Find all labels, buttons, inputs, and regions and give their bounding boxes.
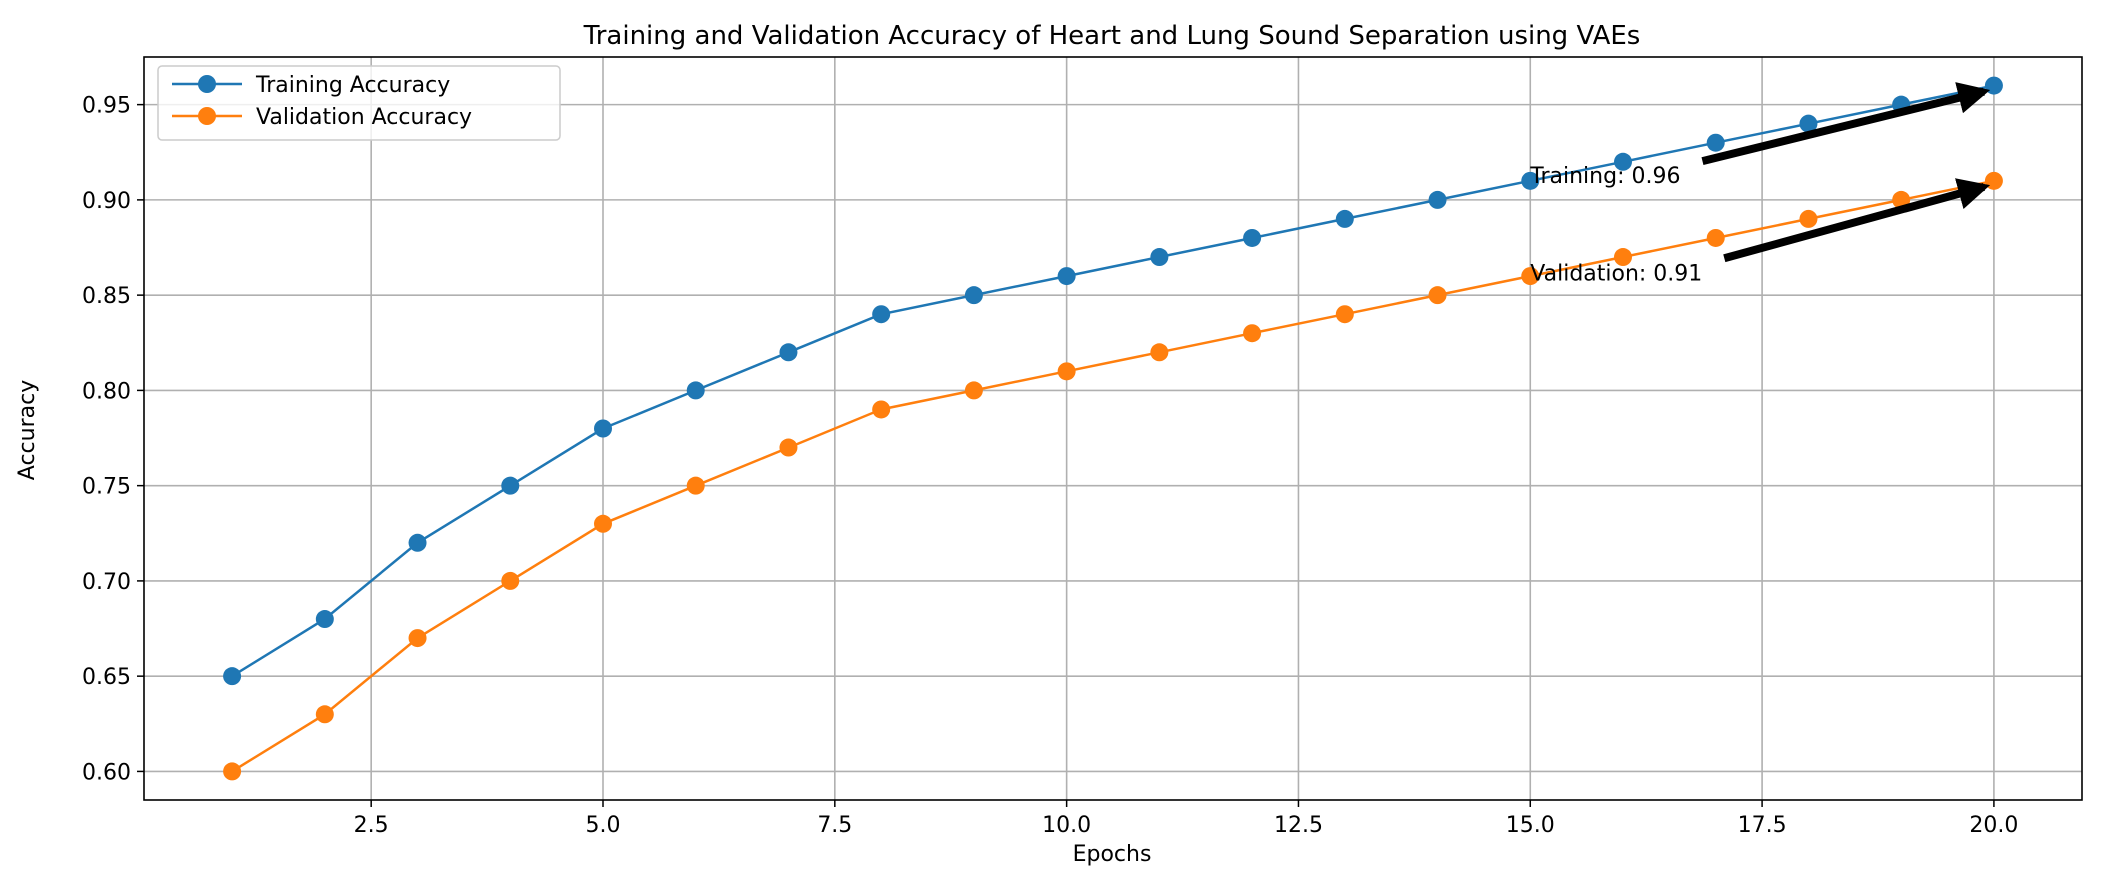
- validation-accuracy-point: [872, 400, 891, 419]
- training-accuracy-point: [964, 286, 983, 305]
- training-accuracy-point: [779, 343, 798, 362]
- annotation-arrow: [1701, 82, 1991, 166]
- y-tick-label: 0.60: [82, 760, 131, 785]
- training-accuracy-point: [1521, 171, 1540, 190]
- training-accuracy-point: [408, 533, 427, 552]
- training-accuracy-point: [1984, 76, 2003, 95]
- y-tick-label: 0.65: [82, 665, 131, 690]
- x-tick-label: 20.0: [1969, 813, 2018, 838]
- validation-accuracy-line: [231, 179, 1995, 773]
- training-accuracy-point: [1057, 267, 1076, 286]
- validation-accuracy-point: [1150, 343, 1169, 362]
- training-accuracy-point: [1335, 209, 1354, 228]
- training-accuracy-point: [315, 610, 334, 629]
- x-tick-label: 10.0: [1042, 813, 1091, 838]
- training-accuracy-point: [501, 476, 520, 495]
- validation-accuracy-point: [1521, 267, 1540, 286]
- x-tick-label: 2.5: [354, 813, 389, 838]
- legend-box: [157, 65, 561, 141]
- training-accuracy-point: [872, 305, 891, 324]
- annotations: Training: 0.96 Validation: 0.91: [1529, 82, 1991, 286]
- legend-training-marker: [198, 75, 216, 93]
- validation-accuracy-point: [1335, 305, 1354, 324]
- ticks: 2.5 5.0 7.5 10.0 12.5 15.0 17.5 20.0 0.60 0.65 0.7…: [82, 94, 2018, 838]
- training-accuracy-point: [223, 667, 242, 686]
- validation-accuracy-point: [315, 705, 334, 724]
- x-axis-label: Epochs: [1073, 842, 1152, 867]
- chart-title: Training and Validation Accuracy of Hear…: [583, 21, 1641, 51]
- validation-accuracy-point: [1799, 209, 1818, 228]
- y-tick-label: 0.85: [82, 284, 131, 309]
- validation-accuracy-point: [686, 476, 705, 495]
- training-accuracy-point: [1706, 133, 1725, 152]
- validation-accuracy-point: [1057, 362, 1076, 381]
- y-tick-label: 0.75: [82, 475, 131, 500]
- validation-accuracy-point: [1243, 324, 1262, 343]
- validation-accuracy-point: [408, 629, 427, 648]
- x-tick-label: 7.5: [817, 813, 852, 838]
- legend-validation-marker: [198, 107, 216, 125]
- annotation-label: Validation: 0.91: [1530, 261, 1702, 286]
- training-accuracy-point: [1428, 190, 1447, 209]
- validation-accuracy-point: [1706, 228, 1725, 247]
- validation-accuracy-point: [223, 762, 242, 781]
- y-axis-label: Accuracy: [15, 380, 40, 480]
- validation-accuracy-point: [964, 381, 983, 400]
- validation-accuracy-point: [779, 438, 798, 457]
- plot-frame: [143, 56, 2083, 801]
- x-tick-label: 15.0: [1506, 813, 1555, 838]
- validation-accuracy-point: [501, 571, 520, 590]
- training-accuracy-point: [1614, 152, 1632, 171]
- validation-accuracy-point: [594, 514, 612, 533]
- x-tick-label: 5.0: [586, 813, 621, 838]
- training-accuracy-point: [1799, 114, 1818, 133]
- validation-accuracy-point: [1984, 171, 2003, 190]
- training-accuracy-point: [1150, 248, 1169, 267]
- annotation-arrow: [1723, 178, 1991, 263]
- training-accuracy-point: [594, 419, 612, 438]
- training-accuracy-line: [231, 84, 1995, 678]
- legend-validation-label: Validation Accuracy: [256, 105, 472, 130]
- validation-accuracy-point: [1614, 248, 1632, 267]
- validation-accuracy-point: [1428, 286, 1447, 305]
- training-accuracy-point: [686, 381, 705, 400]
- y-tick-label: 0.70: [82, 570, 131, 595]
- annotation-label: Training: 0.96: [1529, 164, 1680, 189]
- legend: Training Accuracy Validation Accuracy: [157, 65, 561, 141]
- training-accuracy-point: [1243, 228, 1262, 247]
- x-tick-label: 12.5: [1274, 813, 1323, 838]
- x-tick-label: 17.5: [1738, 813, 1787, 838]
- series-layer: [223, 76, 2003, 781]
- y-tick-label: 0.95: [82, 94, 131, 119]
- legend-training-label: Training Accuracy: [255, 73, 450, 98]
- y-tick-label: 0.80: [82, 379, 131, 404]
- y-tick-label: 0.90: [82, 189, 131, 214]
